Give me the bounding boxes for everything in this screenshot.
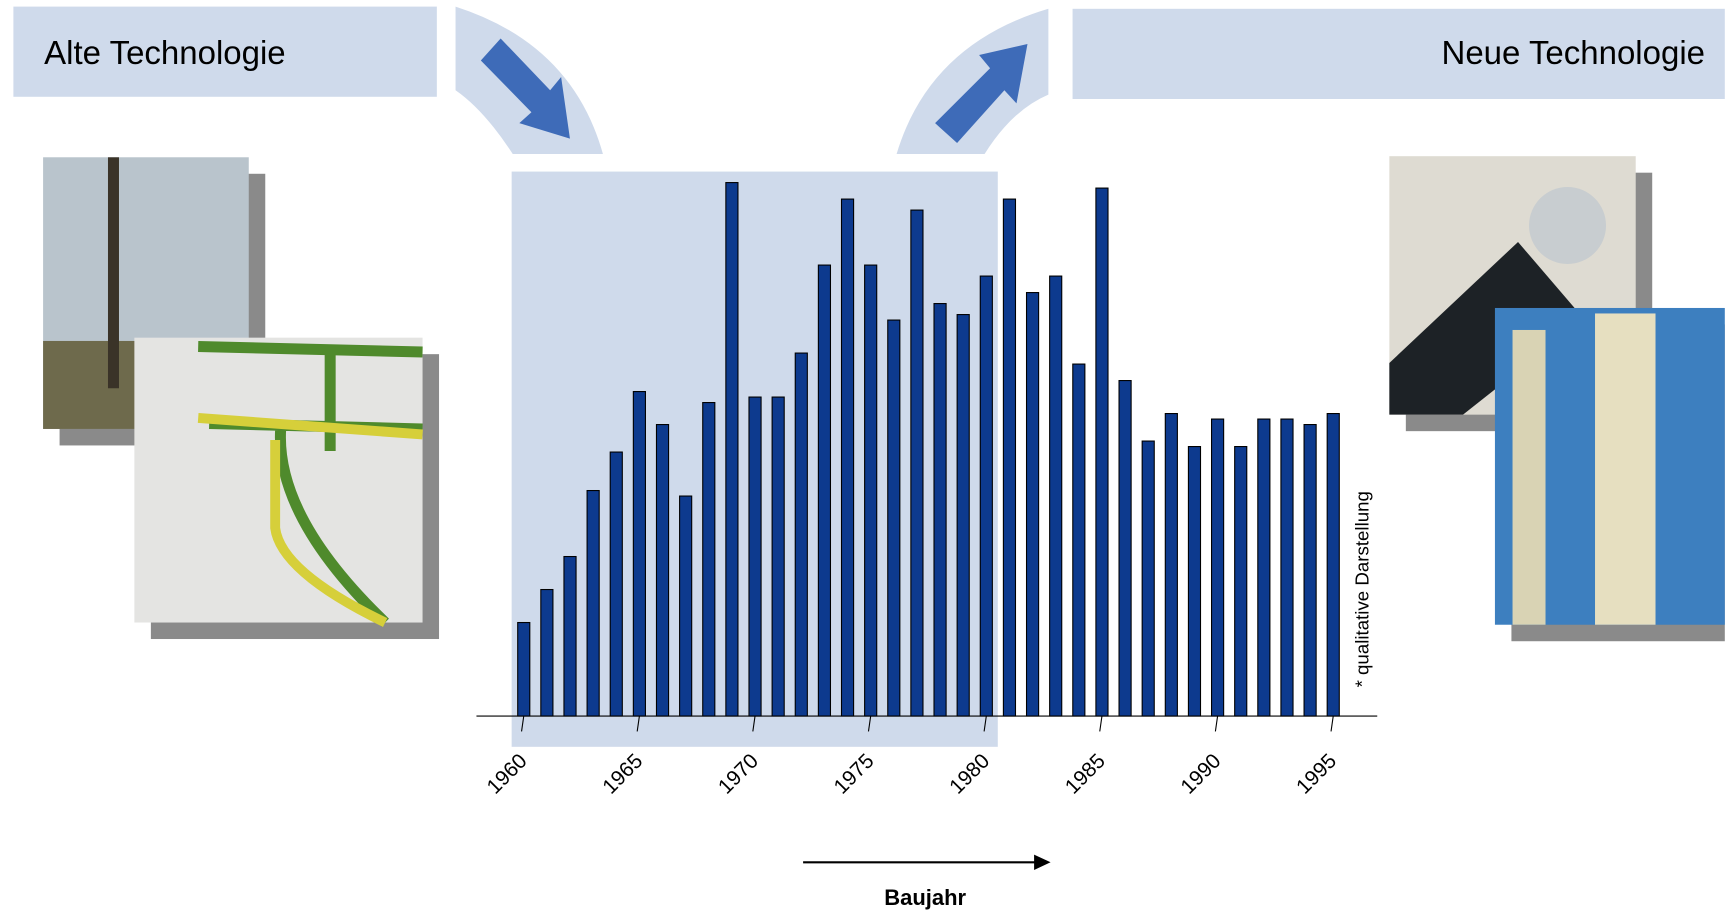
bar [1327,414,1339,716]
bar [518,623,530,716]
bar [818,265,830,716]
x-tick [1100,716,1102,731]
bar [1235,447,1247,716]
x-tick [1331,716,1333,731]
photo-pole [108,157,119,388]
bar [865,265,877,716]
x-tick-label: 1980 [945,749,994,798]
bar [541,590,553,716]
bar [749,397,761,716]
bar [934,304,946,716]
x-tick-label: 1990 [1176,749,1225,798]
bar [726,183,738,716]
right-banner-text: Neue Technologie [1442,34,1705,71]
x-tick-label: 1975 [829,749,878,798]
bar [680,496,692,716]
bar [1027,293,1039,716]
bar [703,403,715,716]
x-tick-label: 1985 [1061,749,1110,798]
bar [980,276,992,716]
bar [1003,199,1015,716]
right-curve [897,9,1049,154]
bar [1165,414,1177,716]
bar [633,392,645,716]
bar [1212,419,1224,716]
photo-cable-core [1529,187,1606,264]
bar [772,397,784,716]
bar [911,210,923,716]
bar [564,557,576,716]
x-tick-label: 1995 [1292,749,1341,798]
photo-panel [1595,313,1655,624]
bar [1050,276,1062,716]
bar [1281,419,1293,716]
bar [610,452,622,716]
bar [1142,441,1154,716]
bar [888,320,900,716]
x-tick-label: 1960 [483,749,532,798]
left-banner-text: Alte Technologie [44,34,285,71]
bar [587,491,599,716]
bar [1096,188,1108,716]
x-tick-label: 1970 [714,749,763,798]
photo-panel [1513,330,1546,625]
bar [1258,419,1270,716]
x-tick-label: 1965 [598,749,647,798]
bar [1188,447,1200,716]
bar [656,425,668,716]
x-tick [1215,716,1217,731]
bar [1304,425,1316,716]
x-axis-label: Baujahr [884,885,966,910]
bar [1073,364,1085,716]
slide: Alte Technologie Neue Technologie * qual… [0,0,1725,914]
bar [1119,381,1131,716]
bar [957,315,969,716]
x-arrow-head [1034,855,1050,870]
bar [841,199,853,716]
bar [795,353,807,716]
note: * qualitative Darstellung [1351,491,1372,687]
